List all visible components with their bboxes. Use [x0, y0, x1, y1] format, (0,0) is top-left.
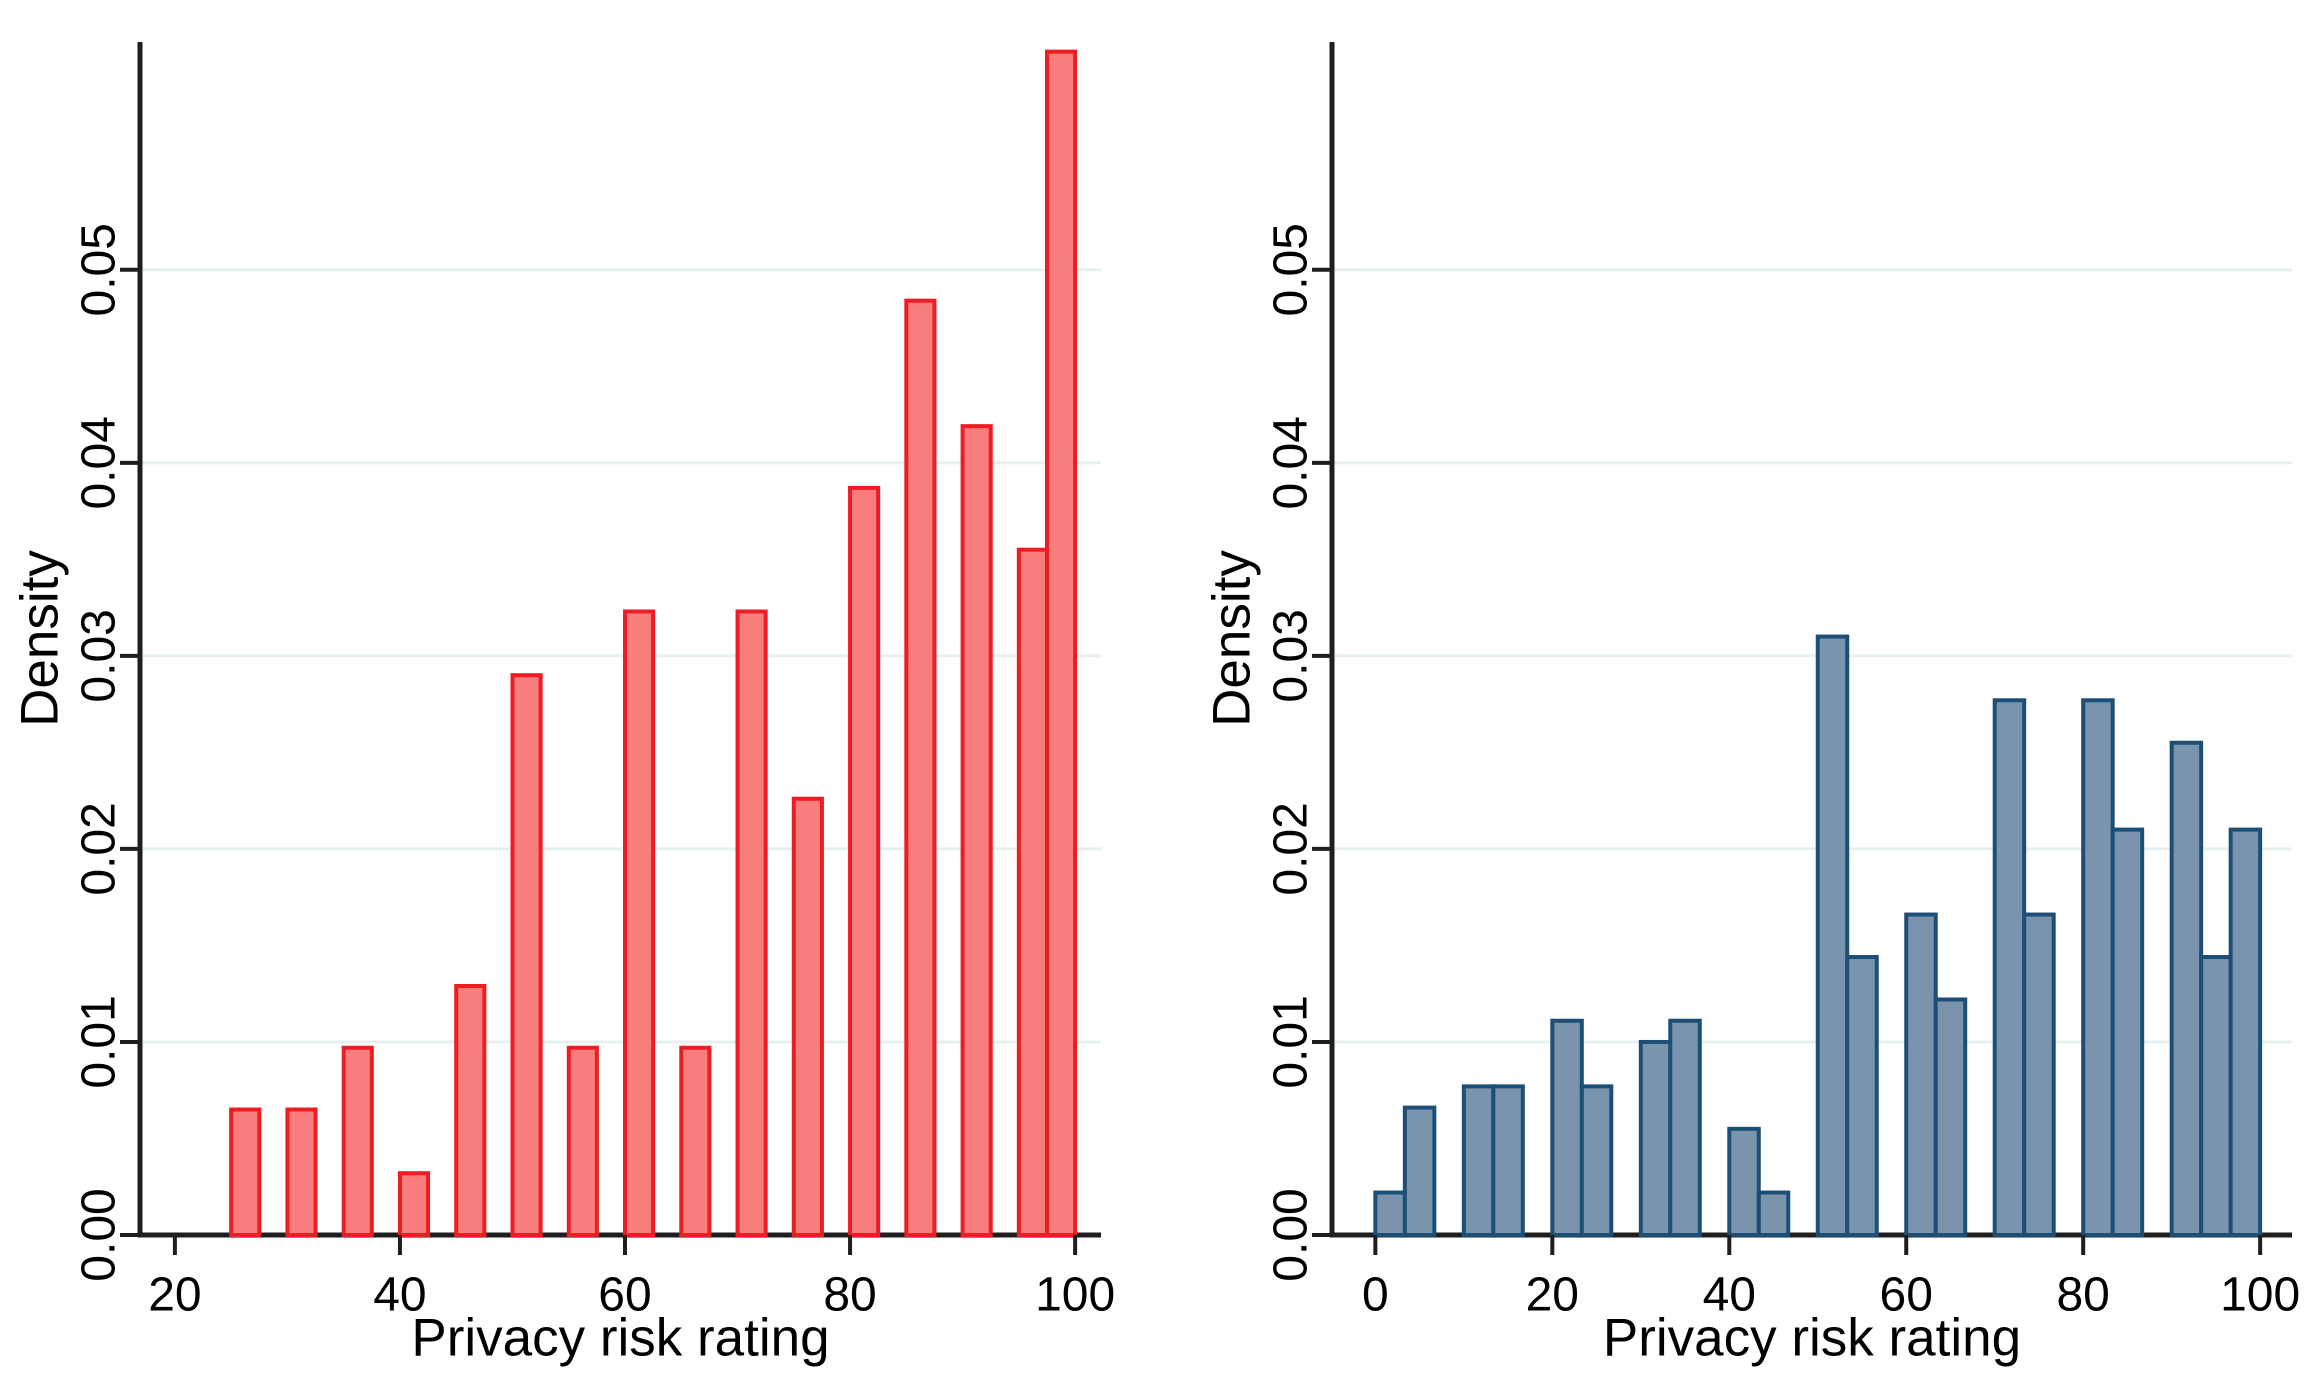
histogram-bar — [1579, 1084, 1614, 1238]
histogram-bar — [341, 1045, 374, 1237]
x-tick-label: 40 — [1703, 1269, 1756, 1322]
histogram-bar — [1668, 1018, 1702, 1238]
histogram-bar — [454, 983, 487, 1237]
x-tick-label: 40 — [373, 1269, 426, 1322]
histogram-bar — [960, 424, 993, 1237]
y-tick-label: 0.03 — [73, 609, 126, 702]
histogram-bar — [229, 1107, 262, 1238]
histogram-bar — [1904, 912, 1938, 1237]
x-tick-label: 80 — [2056, 1269, 2109, 1322]
y-tick-label: 0.01 — [73, 995, 126, 1088]
histogram-bar — [1373, 1190, 1407, 1238]
histogram-bar — [566, 1045, 599, 1237]
y-tick-label: 0.04 — [1265, 416, 1318, 509]
histogram-bar — [1491, 1084, 1525, 1238]
histogram-bar — [397, 1171, 431, 1238]
y-tick-label: 0.00 — [73, 1188, 126, 1281]
y-axis-title: Density — [11, 550, 70, 727]
histogram-bar — [1727, 1126, 1761, 1238]
histogram-bar — [735, 609, 768, 1237]
histogram-bar — [679, 1045, 712, 1237]
histogram-bar — [848, 485, 881, 1237]
histogram-bar — [1756, 1190, 1791, 1238]
histogram-bar — [1992, 698, 2027, 1237]
panel-blue-histogram: 0.00 0.01 0.02 0.03 0.04 0.05 0 20 40 60 80 100 Priv… — [1203, 42, 2300, 1368]
x-tick-label: 80 — [823, 1269, 876, 1322]
histogram-bar — [1933, 997, 1968, 1237]
histogram-bar — [1044, 49, 1078, 1238]
x-tick-label: 20 — [148, 1269, 201, 1322]
y-tick-label: 0.02 — [1265, 802, 1318, 895]
histogram-bar — [2081, 698, 2115, 1237]
y-tick-label: 0.03 — [1265, 609, 1318, 702]
y-tick-label: 0.01 — [1265, 995, 1318, 1088]
histogram-bar — [1402, 1105, 1437, 1238]
histogram-bar — [1638, 1039, 1673, 1237]
y-tick-label: 0.02 — [73, 802, 126, 895]
histogram-bar — [791, 796, 824, 1237]
x-axis-title: Privacy risk rating — [1603, 1309, 2021, 1368]
x-tick-label: 60 — [598, 1269, 651, 1322]
histogram-bar — [2022, 912, 2056, 1237]
histogram-bar — [1550, 1018, 1584, 1238]
x-tick-label: 0 — [1362, 1269, 1389, 1322]
histogram-bar — [1016, 547, 1049, 1237]
histogram-bar — [623, 609, 656, 1237]
histogram-bar — [285, 1107, 318, 1238]
histogram-bar — [904, 298, 937, 1237]
x-tick-label: 60 — [1880, 1269, 1933, 1322]
histogram-bar — [2110, 827, 2145, 1237]
histogram-bar — [1461, 1084, 1496, 1238]
y-tick-label: 0.04 — [73, 416, 126, 509]
x-tick-label: 100 — [1035, 1269, 1115, 1322]
histogram-bar — [1815, 634, 1850, 1237]
panel-red-histogram: 0.00 0.01 0.02 0.03 0.04 0.05 20 40 60 80 100 Priva… — [11, 42, 1115, 1368]
x-tick-label: 100 — [2220, 1269, 2300, 1322]
y-tick-label: 0.05 — [1265, 223, 1318, 316]
histogram-bar — [2169, 740, 2204, 1238]
histogram-bar — [2228, 827, 2263, 1237]
y-tick-label: 0.00 — [1265, 1188, 1318, 1281]
histogram-bar — [2199, 955, 2233, 1237]
histogram-bar — [1845, 955, 1879, 1237]
y-tick-label: 0.05 — [73, 223, 126, 316]
y-axis-title: Density — [1203, 550, 1262, 727]
x-axis-title: Privacy risk rating — [411, 1309, 829, 1368]
x-tick-label: 20 — [1526, 1269, 1579, 1322]
histogram-bar — [510, 673, 543, 1237]
